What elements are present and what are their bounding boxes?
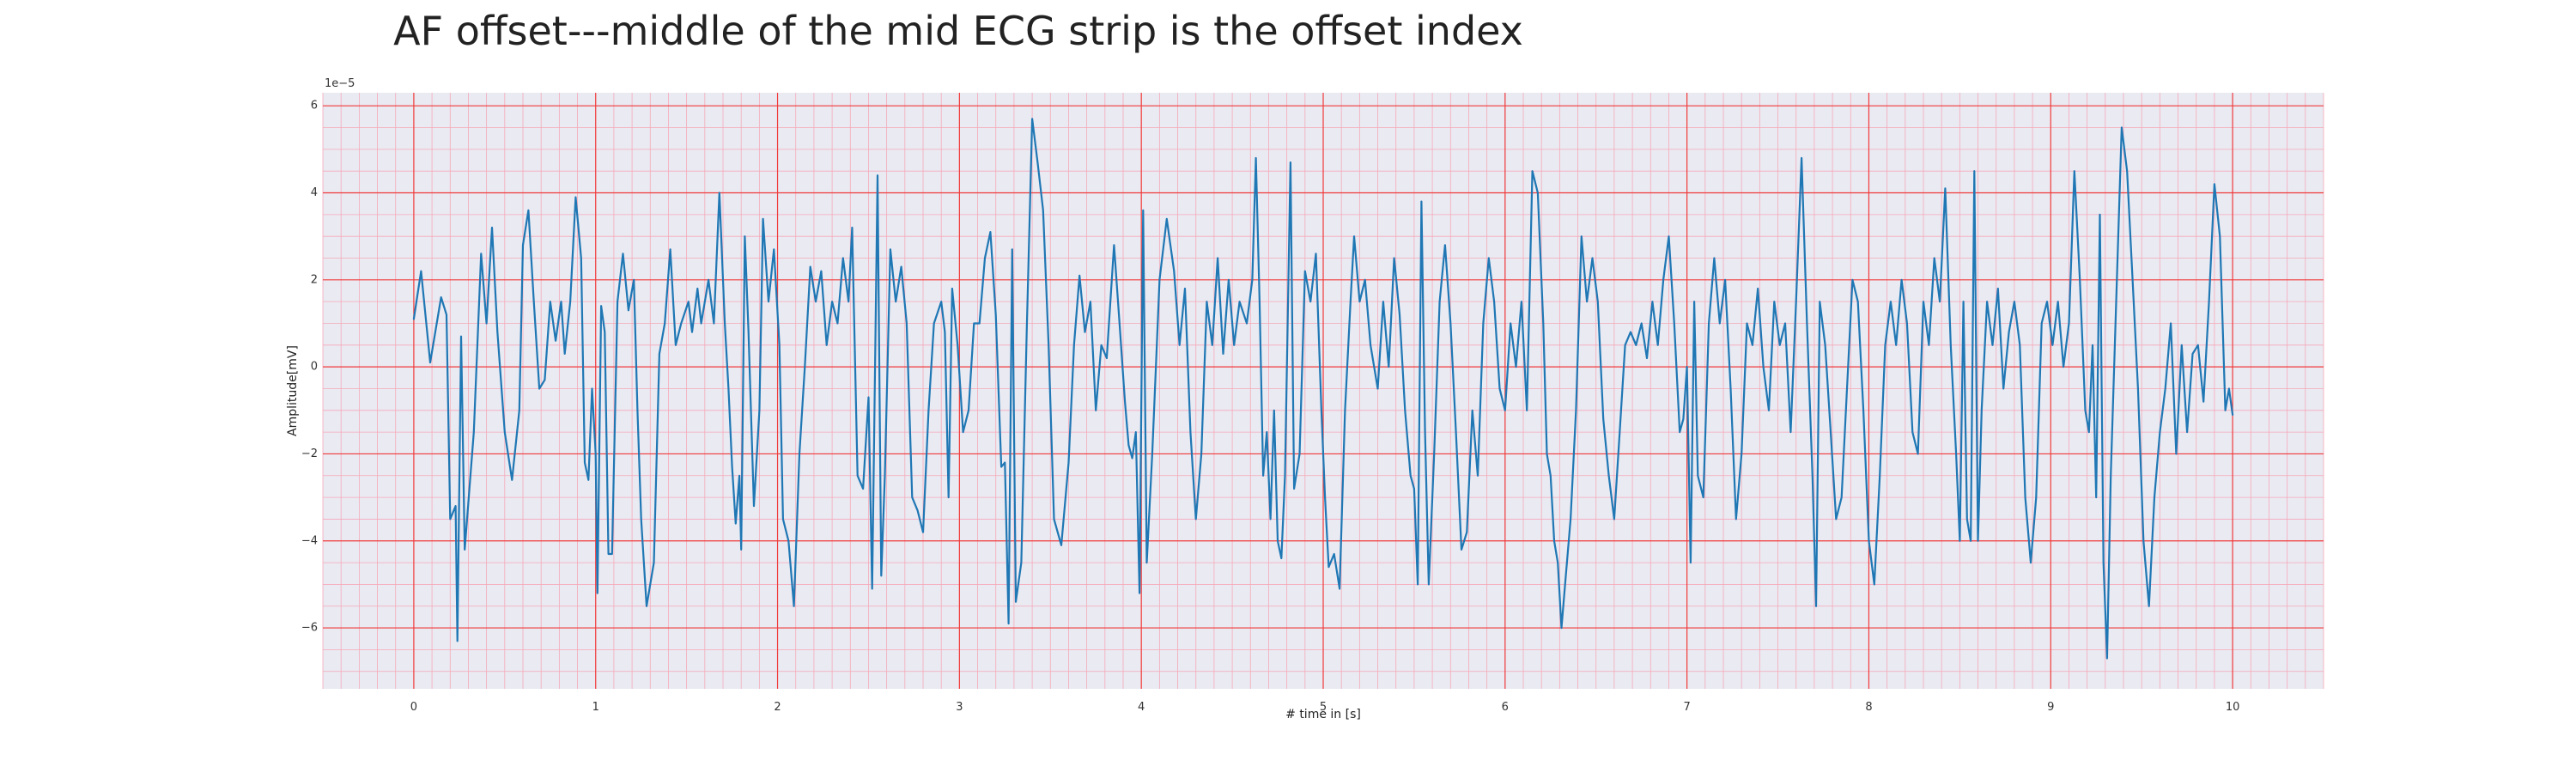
y-tick-label: 2 (311, 273, 318, 286)
x-tick-label: 10 (2226, 701, 2240, 714)
x-tick-label: 5 (1320, 701, 1327, 714)
y-tick-label: 0 (311, 361, 318, 374)
x-tick-label: 9 (2047, 701, 2054, 714)
x-tick-label: 3 (956, 701, 963, 714)
x-tick-label: 4 (1138, 701, 1145, 714)
chart-title: AF offset---middle of the mid ECG strip … (393, 8, 1523, 54)
x-tick-label: 1 (592, 701, 599, 714)
x-tick-label: 6 (1502, 701, 1509, 714)
y-axis-scale-label: 1e−5 (325, 77, 355, 90)
x-axis-ticks: 0 1 2 3 4 5 6 7 8 9 10 (410, 701, 2240, 714)
y-tick-label: −6 (301, 622, 318, 635)
y-axis-ticks: −6 −4 −2 0 2 4 6 (301, 100, 318, 635)
x-axis-label: # time in [s] (1285, 708, 1361, 721)
y-tick-label: 4 (311, 186, 318, 199)
y-axis-label: Amplitude[mV] (286, 345, 300, 436)
y-tick-label: −2 (301, 447, 318, 460)
major-grid (323, 93, 2324, 689)
x-tick-label: 0 (410, 701, 417, 714)
y-tick-label: 6 (311, 100, 318, 113)
y-tick-label: −4 (301, 534, 318, 547)
ecg-series-line (412, 118, 2234, 660)
x-tick-label: 8 (1865, 701, 1872, 714)
x-tick-label: 2 (774, 701, 781, 714)
x-tick-label: 7 (1683, 701, 1690, 714)
